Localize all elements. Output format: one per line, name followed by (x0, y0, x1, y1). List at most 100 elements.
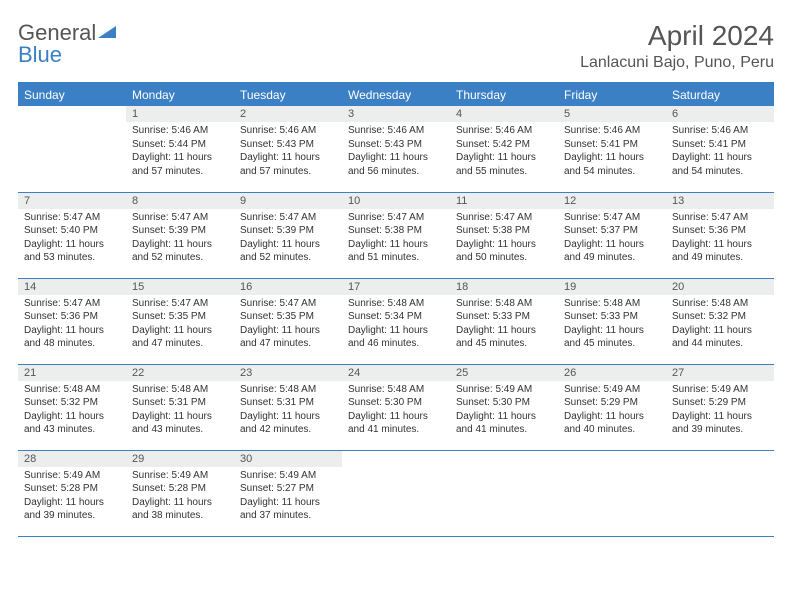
sunrise-text: Sunrise: 5:47 AM (240, 211, 336, 225)
sunrise-text: Sunrise: 5:49 AM (456, 383, 552, 397)
daylight-text: Daylight: 11 hours and 41 minutes. (348, 410, 444, 437)
sunset-text: Sunset: 5:39 PM (132, 224, 228, 238)
sunrise-text: Sunrise: 5:46 AM (564, 124, 660, 138)
daylight-text: Daylight: 11 hours and 38 minutes. (132, 496, 228, 523)
sunrise-text: Sunrise: 5:47 AM (348, 211, 444, 225)
daylight-text: Daylight: 11 hours and 45 minutes. (456, 324, 552, 351)
day-header: Thursday (450, 83, 558, 106)
sunrise-text: Sunrise: 5:46 AM (456, 124, 552, 138)
sunset-text: Sunset: 5:38 PM (456, 224, 552, 238)
daylight-text: Daylight: 11 hours and 45 minutes. (564, 324, 660, 351)
sunrise-text: Sunrise: 5:49 AM (24, 469, 120, 483)
day-details: Sunrise: 5:48 AMSunset: 5:32 PMDaylight:… (18, 381, 126, 441)
day-details: Sunrise: 5:47 AMSunset: 5:40 PMDaylight:… (18, 209, 126, 269)
sunset-text: Sunset: 5:40 PM (24, 224, 120, 238)
day-details: Sunrise: 5:48 AMSunset: 5:30 PMDaylight:… (342, 381, 450, 441)
day-details: Sunrise: 5:46 AMSunset: 5:41 PMDaylight:… (558, 122, 666, 182)
calendar-cell: 8Sunrise: 5:47 AMSunset: 5:39 PMDaylight… (126, 192, 234, 278)
day-number: 28 (18, 451, 126, 467)
daylight-text: Daylight: 11 hours and 57 minutes. (132, 151, 228, 178)
day-details: Sunrise: 5:46 AMSunset: 5:43 PMDaylight:… (342, 122, 450, 182)
day-details: Sunrise: 5:47 AMSunset: 5:37 PMDaylight:… (558, 209, 666, 269)
sunrise-text: Sunrise: 5:46 AM (348, 124, 444, 138)
sunrise-text: Sunrise: 5:48 AM (564, 297, 660, 311)
calendar-cell: 21Sunrise: 5:48 AMSunset: 5:32 PMDayligh… (18, 364, 126, 450)
sunset-text: Sunset: 5:32 PM (24, 396, 120, 410)
sunset-text: Sunset: 5:35 PM (240, 310, 336, 324)
location-label: Lanlacuni Bajo, Puno, Peru (580, 54, 774, 72)
calendar-cell: 3Sunrise: 5:46 AMSunset: 5:43 PMDaylight… (342, 106, 450, 192)
daylight-text: Daylight: 11 hours and 47 minutes. (132, 324, 228, 351)
day-number: 24 (342, 365, 450, 381)
day-header: Wednesday (342, 83, 450, 106)
day-header: Monday (126, 83, 234, 106)
logo-text-2: Blue (18, 42, 62, 68)
daylight-text: Daylight: 11 hours and 54 minutes. (564, 151, 660, 178)
sunset-text: Sunset: 5:37 PM (564, 224, 660, 238)
sunrise-text: Sunrise: 5:49 AM (564, 383, 660, 397)
day-number: 20 (666, 279, 774, 295)
day-details: Sunrise: 5:48 AMSunset: 5:32 PMDaylight:… (666, 295, 774, 355)
sunset-text: Sunset: 5:36 PM (672, 224, 768, 238)
calendar-cell (18, 106, 126, 192)
calendar-row: 7Sunrise: 5:47 AMSunset: 5:40 PMDaylight… (18, 192, 774, 278)
daylight-text: Daylight: 11 hours and 56 minutes. (348, 151, 444, 178)
sunset-text: Sunset: 5:28 PM (24, 482, 120, 496)
calendar-cell: 15Sunrise: 5:47 AMSunset: 5:35 PMDayligh… (126, 278, 234, 364)
sunrise-text: Sunrise: 5:48 AM (240, 383, 336, 397)
day-number (18, 106, 126, 122)
daylight-text: Daylight: 11 hours and 40 minutes. (564, 410, 660, 437)
calendar-cell (558, 450, 666, 536)
calendar-cell: 25Sunrise: 5:49 AMSunset: 5:30 PMDayligh… (450, 364, 558, 450)
daylight-text: Daylight: 11 hours and 39 minutes. (672, 410, 768, 437)
sunset-text: Sunset: 5:41 PM (672, 138, 768, 152)
calendar-cell: 11Sunrise: 5:47 AMSunset: 5:38 PMDayligh… (450, 192, 558, 278)
day-number: 14 (18, 279, 126, 295)
calendar-row: 28Sunrise: 5:49 AMSunset: 5:28 PMDayligh… (18, 450, 774, 536)
sunrise-text: Sunrise: 5:47 AM (132, 297, 228, 311)
calendar-cell: 20Sunrise: 5:48 AMSunset: 5:32 PMDayligh… (666, 278, 774, 364)
day-number: 16 (234, 279, 342, 295)
sunset-text: Sunset: 5:39 PM (240, 224, 336, 238)
day-number: 22 (126, 365, 234, 381)
calendar-cell: 9Sunrise: 5:47 AMSunset: 5:39 PMDaylight… (234, 192, 342, 278)
sunrise-text: Sunrise: 5:47 AM (564, 211, 660, 225)
day-details: Sunrise: 5:46 AMSunset: 5:44 PMDaylight:… (126, 122, 234, 182)
day-header: Tuesday (234, 83, 342, 106)
sunset-text: Sunset: 5:44 PM (132, 138, 228, 152)
day-number (558, 451, 666, 467)
sunset-text: Sunset: 5:33 PM (456, 310, 552, 324)
calendar-cell: 27Sunrise: 5:49 AMSunset: 5:29 PMDayligh… (666, 364, 774, 450)
sunset-text: Sunset: 5:41 PM (564, 138, 660, 152)
day-number: 17 (342, 279, 450, 295)
day-details: Sunrise: 5:49 AMSunset: 5:29 PMDaylight:… (666, 381, 774, 441)
month-title: April 2024 (580, 20, 774, 52)
sunset-text: Sunset: 5:30 PM (348, 396, 444, 410)
day-header: Saturday (666, 83, 774, 106)
day-number (342, 451, 450, 467)
day-number: 3 (342, 106, 450, 122)
day-details: Sunrise: 5:47 AMSunset: 5:39 PMDaylight:… (234, 209, 342, 269)
day-number: 13 (666, 193, 774, 209)
calendar-page: General April 2024 Lanlacuni Bajo, Puno,… (0, 0, 792, 557)
calendar-cell (666, 450, 774, 536)
calendar-cell: 13Sunrise: 5:47 AMSunset: 5:36 PMDayligh… (666, 192, 774, 278)
sunset-text: Sunset: 5:43 PM (240, 138, 336, 152)
daylight-text: Daylight: 11 hours and 39 minutes. (24, 496, 120, 523)
calendar-cell: 22Sunrise: 5:48 AMSunset: 5:31 PMDayligh… (126, 364, 234, 450)
calendar-cell: 6Sunrise: 5:46 AMSunset: 5:41 PMDaylight… (666, 106, 774, 192)
day-number: 7 (18, 193, 126, 209)
sunset-text: Sunset: 5:38 PM (348, 224, 444, 238)
sunrise-text: Sunrise: 5:48 AM (456, 297, 552, 311)
sunrise-text: Sunrise: 5:48 AM (348, 383, 444, 397)
day-number: 25 (450, 365, 558, 381)
calendar-cell: 29Sunrise: 5:49 AMSunset: 5:28 PMDayligh… (126, 450, 234, 536)
daylight-text: Daylight: 11 hours and 44 minutes. (672, 324, 768, 351)
calendar-cell (342, 450, 450, 536)
day-details: Sunrise: 5:46 AMSunset: 5:43 PMDaylight:… (234, 122, 342, 182)
sunrise-text: Sunrise: 5:48 AM (672, 297, 768, 311)
calendar-row: 21Sunrise: 5:48 AMSunset: 5:32 PMDayligh… (18, 364, 774, 450)
daylight-text: Daylight: 11 hours and 42 minutes. (240, 410, 336, 437)
sunrise-text: Sunrise: 5:49 AM (132, 469, 228, 483)
day-number: 21 (18, 365, 126, 381)
